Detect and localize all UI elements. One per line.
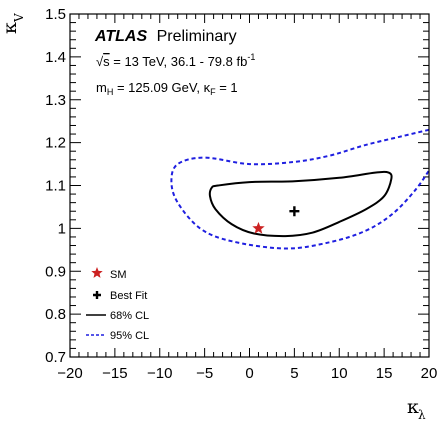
y-axis-title-subscript: V	[12, 13, 26, 23]
tick-labels: −20 −15 −10 −5 0 5 10 15 20 0.7 0.8 0.9 1 1.1 1.2 1.3 1.…	[45, 6, 437, 382]
contour-68cl	[208, 170, 393, 238]
y-tick-label: 0.9	[45, 263, 66, 280]
mass-text: = 125.09 GeV, κ	[113, 80, 210, 95]
x-axis-title-subscript: λ	[418, 408, 426, 422]
x-axis-title-kappa: κ	[407, 396, 419, 418]
svg-text:√s = 13 TeV, 36.1 - 79.8 fb-1: √s = 13 TeV, 36.1 - 79.8 fb-1	[96, 52, 255, 69]
legend-label-95cl: 95% CL	[110, 330, 149, 342]
x-tick-label: −10	[147, 365, 172, 382]
x-tick-label: −15	[102, 365, 127, 382]
x-tick-label: 5	[290, 365, 298, 382]
sm-point	[252, 221, 265, 234]
energy-superscript: -1	[247, 52, 255, 62]
star-icon	[91, 267, 103, 278]
kappa-f-subscript: F	[210, 87, 216, 97]
y-tick-label: 1	[58, 220, 66, 237]
legend-item-sm: SM	[91, 267, 127, 281]
legend-label-best-fit: Best Fit	[110, 290, 147, 302]
higgs-mass-label: mH = 125.09 GeV, κF = 1	[96, 80, 238, 97]
energy-text: = 13 TeV, 36.1 - 79.8 fb	[110, 54, 248, 69]
y-tick-label: 1.2	[45, 135, 66, 152]
svg-text:ATLAS Preliminary: ATLAS Preliminary	[94, 28, 237, 45]
legend-item-best-fit: Best Fit	[93, 290, 147, 302]
y-tick-label: 1.1	[45, 178, 66, 195]
x-tick-label: 15	[376, 365, 393, 382]
legend-label-sm: SM	[110, 269, 127, 281]
x-tick-label: −20	[57, 365, 82, 382]
mass-subscript: H	[107, 87, 114, 97]
atlas-experiment: ATLAS	[94, 28, 147, 45]
plot-frame	[69, 13, 430, 358]
energy-s: s	[103, 54, 110, 69]
x-tick-label: −5	[196, 365, 213, 382]
y-tick-label: 1.5	[45, 6, 66, 23]
svg-text:mH = 125.09 GeV, κF = 1: mH = 125.09 GeV, κF = 1	[96, 80, 238, 97]
markers	[252, 206, 300, 234]
contour-95cl	[170, 128, 430, 250]
x-tick-label: 10	[331, 365, 348, 382]
y-axis-title: κ V	[0, 13, 26, 34]
y-axis-title-kappa: κ	[0, 22, 21, 34]
mass-m: m	[96, 80, 107, 95]
y-tick-label: 1.4	[45, 49, 66, 66]
legend-label-68cl: 68% CL	[110, 310, 149, 322]
x-tick-label: 20	[421, 365, 438, 382]
y-tick-label: 0.8	[45, 306, 66, 323]
legend-item-68cl: 68% CL	[86, 310, 149, 322]
best-fit-point	[289, 206, 300, 217]
contours	[170, 128, 430, 250]
atlas-label: ATLAS Preliminary	[94, 28, 237, 45]
y-tick-label: 0.7	[45, 349, 66, 366]
legend-item-95cl: 95% CL	[86, 330, 149, 342]
cross-icon	[93, 291, 101, 299]
y-tick-label: 1.3	[45, 92, 66, 109]
mass-end: = 1	[216, 80, 238, 95]
atlas-status: Preliminary	[157, 28, 237, 45]
x-axis-title: κ λ	[407, 396, 426, 422]
legend: SM Best Fit 68% CL 95% CL	[86, 267, 149, 342]
energy-sqrt: √	[96, 54, 104, 69]
x-tick-label: 0	[245, 365, 253, 382]
energy-lumi-label: √s = 13 TeV, 36.1 - 79.8 fb-1	[96, 52, 255, 69]
